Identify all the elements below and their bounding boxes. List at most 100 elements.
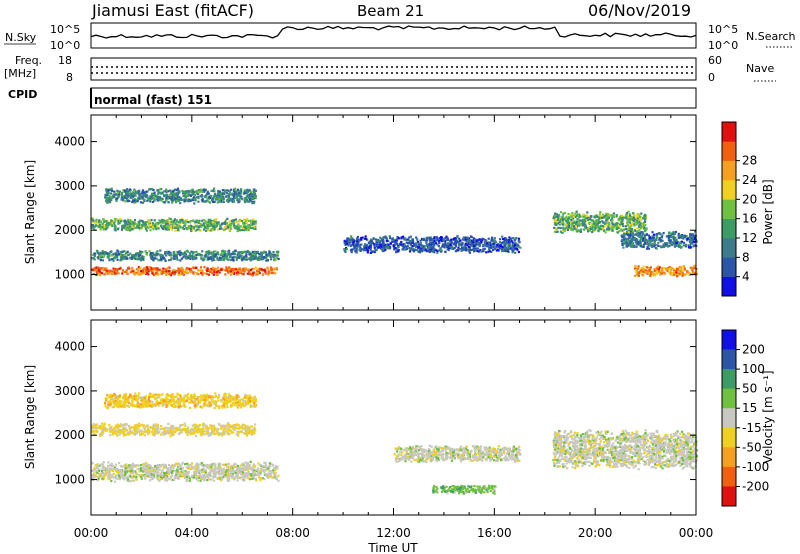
echo-cell <box>165 197 168 200</box>
echo-cell <box>658 237 661 240</box>
echo-cell <box>170 220 173 223</box>
echo-cell <box>235 196 238 199</box>
echo-cell <box>161 218 164 222</box>
echo-cell <box>246 250 249 254</box>
noise-tick-left-top: 10^5 <box>50 23 80 36</box>
echo-cell <box>680 270 683 273</box>
echo-cell <box>403 243 406 246</box>
echo-cell <box>157 227 160 230</box>
echo-cell <box>421 250 424 253</box>
echo-cell <box>130 475 133 478</box>
echo-cell <box>606 227 609 230</box>
echo-cell <box>169 194 172 197</box>
echo-cell <box>598 226 601 229</box>
echo-cell <box>179 198 182 202</box>
echo-cell <box>249 257 252 261</box>
echo-cell <box>173 226 176 229</box>
echo-cell <box>103 273 106 276</box>
echo-cell <box>445 235 448 238</box>
echo-cell <box>658 271 661 274</box>
echo-cell <box>180 253 183 256</box>
echo-cell <box>168 273 171 276</box>
echo-cell <box>129 465 132 468</box>
echo-cell <box>599 228 602 231</box>
echo-cell <box>230 224 233 227</box>
echo-cell <box>380 245 383 248</box>
echo-cell <box>238 200 241 203</box>
echo-cell <box>231 472 234 475</box>
echo-cell <box>579 230 582 233</box>
echo-cell <box>209 218 212 221</box>
echo-cell <box>203 224 206 227</box>
echo-cell <box>162 190 165 193</box>
echo-cell <box>672 237 675 240</box>
echo-cell <box>236 256 239 259</box>
echo-cell <box>380 238 383 241</box>
echo-cell <box>97 257 100 260</box>
echo-cell <box>271 476 274 479</box>
echo-cell <box>264 268 267 271</box>
echo-cell <box>484 243 487 246</box>
echo-cell <box>633 229 636 232</box>
echo-cell <box>126 464 129 467</box>
echo-cell <box>403 246 406 249</box>
echo-cell <box>201 198 204 201</box>
echo-cell <box>113 195 116 198</box>
echo-cell <box>173 220 176 223</box>
echo-cell <box>436 238 439 241</box>
echo-cell <box>146 226 149 229</box>
echo-cell <box>565 215 568 218</box>
echo-cell <box>428 242 431 245</box>
echo-cell <box>669 268 673 272</box>
echo-cell <box>429 249 432 252</box>
echo-cell <box>611 217 614 220</box>
echo-cell <box>224 222 227 225</box>
echo-cell <box>486 242 489 245</box>
echo-cell <box>626 230 629 234</box>
echo-cell <box>220 258 223 261</box>
echo-cell <box>267 270 270 274</box>
echo-cell <box>669 272 672 275</box>
echo-cell <box>132 199 135 202</box>
echo-cell <box>258 476 261 479</box>
echo-cell <box>662 244 665 247</box>
echo-cell <box>169 189 172 192</box>
echo-cell <box>425 237 428 240</box>
echo-cell <box>242 267 245 270</box>
echo-cell <box>136 223 139 226</box>
echo-cell <box>625 233 628 236</box>
echo-cell <box>106 252 109 255</box>
echo-cell <box>237 188 240 191</box>
echo-cell <box>120 253 123 256</box>
echo-cell <box>131 200 134 204</box>
echo-cell <box>389 245 392 248</box>
echo-cell <box>678 266 681 269</box>
echo-cell <box>126 465 129 469</box>
colorbar-segment <box>722 180 736 200</box>
echo-cell <box>218 200 221 203</box>
echo-cell <box>155 473 159 476</box>
echo-cell <box>138 255 141 258</box>
echo-cell <box>572 214 575 217</box>
echo-cell <box>163 201 166 204</box>
echo-cell <box>237 223 240 226</box>
echo-cell <box>435 239 438 242</box>
echo-cell <box>134 464 137 467</box>
echo-cell <box>211 272 214 275</box>
echo-cell <box>99 270 102 273</box>
echo-cell <box>160 192 163 195</box>
echo-cell <box>245 258 248 261</box>
echo-cell <box>588 215 591 218</box>
echo-cell <box>635 243 638 246</box>
echo-cell <box>373 243 376 246</box>
echo-cell <box>657 267 660 270</box>
echo-cell <box>245 220 248 223</box>
echo-cell <box>346 240 349 243</box>
echo-cell <box>105 224 108 227</box>
echo-cell <box>199 269 202 272</box>
echo-cell <box>512 245 516 248</box>
echo-cell <box>595 222 598 225</box>
echo-cell <box>195 196 198 199</box>
echo-cell <box>186 249 189 252</box>
echo-cell <box>91 268 94 271</box>
